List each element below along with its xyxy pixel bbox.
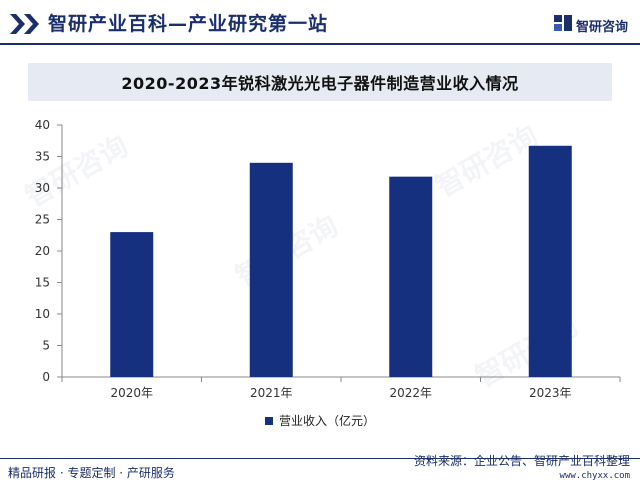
x-tick-label: 2020年 [110, 386, 153, 400]
header-arrows-icon [10, 14, 44, 34]
page-header: 智研产业百科—产业研究第一站 智研咨询 [0, 0, 640, 45]
bar-2021年 [249, 162, 293, 377]
brand-logo-icon [553, 15, 572, 35]
footer-source: 资料来源：企业公告、智研产业百科整理 [413, 454, 630, 468]
x-tick-label: 2022年 [389, 386, 432, 400]
legend-swatch [264, 416, 273, 425]
y-tick-label: 25 [35, 213, 50, 227]
bar-2020年 [110, 232, 154, 377]
bar-chart: 0 5 10 15 20 25 30 35 40 2020年 2021年 2022年 2023年 [35, 118, 621, 400]
header-divider [0, 43, 640, 45]
brand-name: 智研咨询 [575, 19, 628, 35]
chart-title-band: 2020-2023年锐科激光光电子器件制造营业收入情况 [28, 63, 612, 101]
footer-url[interactable]: www.chyxx.com [559, 471, 630, 481]
y-tick-label: 5 [42, 339, 50, 353]
y-tick-label: 35 [35, 150, 50, 164]
y-tick-label: 30 [35, 181, 50, 195]
footer-divider [0, 458, 640, 459]
brand-logo[interactable]: 智研咨询 [553, 15, 628, 35]
bar-2022年 [389, 176, 433, 377]
header-title: 智研产业百科—产业研究第一站 [48, 13, 329, 35]
chart-title: 2020-2023年锐科激光光电子器件制造营业收入情况 [121, 74, 519, 93]
footer-services: 精品研报 · 专题定制 · 产研服务 [8, 466, 175, 480]
legend-label: 营业收入（亿元） [278, 414, 375, 428]
chart-legend: 营业收入（亿元） [0, 412, 640, 429]
bar-2023年 [528, 145, 572, 377]
x-tick-label: 2021年 [250, 386, 293, 400]
y-tick-label: 15 [35, 276, 50, 290]
y-tick-label: 40 [35, 118, 50, 132]
y-tick-label: 10 [35, 307, 50, 321]
x-tick-label: 2023年 [529, 386, 572, 400]
y-tick-label: 0 [42, 370, 50, 384]
y-tick-label: 20 [35, 244, 50, 258]
